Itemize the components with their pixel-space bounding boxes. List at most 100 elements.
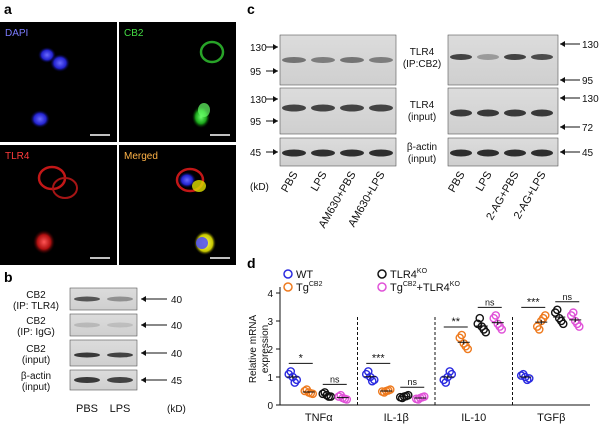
marker-value-b-2: 40 bbox=[171, 349, 183, 360]
lane-label-c-left-1: LPS bbox=[309, 170, 330, 194]
band-b-1-1 bbox=[107, 322, 133, 328]
legend-label-0: WT bbox=[296, 269, 313, 281]
marker-arrow-c-left-0-1 bbox=[266, 68, 278, 74]
marker-arrow-b-3 bbox=[141, 377, 167, 383]
blot-b-row-1 bbox=[69, 313, 138, 337]
legend-label-2: TgCB2 bbox=[296, 281, 323, 294]
point-TgCB2-0-4 bbox=[306, 388, 316, 398]
lane-label-c-right-0: PBS bbox=[446, 170, 467, 195]
y-axis-label: Relative mRNAexpression bbox=[248, 315, 271, 384]
band-c-right-1-1 bbox=[477, 109, 499, 117]
tile-label-merged: Merged bbox=[124, 151, 158, 162]
tile-label-tlr4: TLR4 bbox=[5, 151, 30, 162]
micrograph-cb2: CB2 bbox=[119, 22, 236, 142]
marker-value-c-right-2-0: 45 bbox=[582, 148, 594, 159]
band-b-0-0 bbox=[74, 296, 100, 302]
point-TgCB2-1-3 bbox=[379, 388, 389, 397]
band-c-left-1-0 bbox=[282, 104, 306, 112]
band-b-1-0 bbox=[74, 322, 100, 328]
marker-value-c-right-0-0: 130 bbox=[582, 40, 599, 51]
sig-label: ns bbox=[562, 292, 572, 302]
marker-value-c-left-1-0: 130 bbox=[250, 95, 267, 106]
point-WT-3-3 bbox=[518, 369, 528, 379]
y-tick-label: 4 bbox=[267, 289, 273, 300]
marker-value-c-right-0-1: 95 bbox=[582, 76, 594, 87]
marker-value-b-0: 40 bbox=[171, 295, 183, 306]
marker-arrow-c-left-1-0 bbox=[266, 96, 278, 102]
band-c-left-1-3 bbox=[369, 104, 393, 112]
panel-c: c 130 95 130 95 45 130 95 130 72 45 TLR4 (IP:CB2) TL… bbox=[247, 1, 599, 230]
point-TgCB2+TLR4KO-2-3 bbox=[491, 311, 501, 320]
row-label-c-0: TLR4 (IP:CB2) bbox=[403, 47, 441, 70]
sig-label: ns bbox=[485, 297, 495, 307]
band-b-3-0 bbox=[74, 377, 100, 383]
point-TLR4KO-0-4 bbox=[324, 392, 334, 401]
band-c-right-0-2 bbox=[504, 54, 526, 60]
micrograph-merged: Merged bbox=[119, 145, 236, 265]
row-label-c-1: TLR4 (input) bbox=[408, 100, 436, 123]
row-label-c-2: β-actin (input) bbox=[407, 142, 437, 165]
row-label-b-0: CB2 (IP: TLR4) bbox=[13, 290, 59, 312]
marker-arrow-b-2 bbox=[141, 350, 167, 356]
marker-arrow-b-1 bbox=[141, 322, 167, 328]
lane-label-b-0: PBS bbox=[76, 403, 98, 415]
x-tick-label-0: TNFα bbox=[305, 412, 333, 424]
marker-value-b-3: 45 bbox=[171, 376, 183, 387]
tile-label-cb2: CB2 bbox=[124, 28, 144, 39]
band-c-right-2-3 bbox=[531, 149, 553, 157]
lane-label-c-left-0: PBS bbox=[279, 170, 300, 195]
point-WT-1-2 bbox=[369, 375, 379, 385]
marker-value-c-right-1-0: 130 bbox=[582, 94, 599, 105]
band-c-right-0-0 bbox=[450, 54, 472, 60]
marker-arrow-c-left-1-1 bbox=[266, 118, 278, 124]
marker-value-c-left-2-0: 45 bbox=[250, 148, 262, 159]
point-WT-2-3 bbox=[441, 378, 451, 387]
band-c-left-0-0 bbox=[282, 57, 306, 63]
point-TLR4KO-1-3 bbox=[397, 393, 407, 403]
panel-b: b CB2 (IP: TLR4) 40 CB2 (IP: IgG) 40 CB2 (input… bbox=[4, 269, 186, 415]
unit-b: (kD) bbox=[167, 404, 186, 415]
point-WT-0-3 bbox=[286, 367, 296, 376]
band-c-right-1-2 bbox=[504, 109, 526, 117]
band-c-right-2-2 bbox=[504, 149, 526, 157]
band-b-3-1 bbox=[107, 377, 133, 383]
blot-b-row-3 bbox=[69, 369, 138, 391]
point-TgCB2-2-3 bbox=[457, 330, 467, 340]
legend-marker-3 bbox=[377, 282, 387, 292]
micrograph-dapi: DAPI bbox=[0, 22, 117, 142]
band-b-2-1 bbox=[107, 352, 133, 358]
band-c-right-1-3 bbox=[531, 109, 553, 117]
point-WT-1-3 bbox=[363, 367, 373, 376]
row-label-b-3: β-actin (input) bbox=[21, 371, 51, 393]
band-c-right-2-1 bbox=[477, 149, 499, 157]
band-c-left-2-0 bbox=[282, 149, 306, 157]
legend-label-1: TLR4KO bbox=[390, 268, 428, 281]
y-tick-label: 0 bbox=[267, 401, 273, 412]
point-TgCB2-3-3 bbox=[534, 325, 544, 334]
point-TLR4KO-1-4 bbox=[401, 391, 411, 401]
panel-a: a DAPI CB2 TLR4 bbox=[0, 1, 236, 265]
marker-arrow-c-right-0-1 bbox=[560, 77, 580, 83]
point-WT-3-1 bbox=[516, 371, 526, 380]
sig-label: * bbox=[299, 352, 304, 364]
x-tick-label-2: IL-10 bbox=[461, 412, 486, 424]
sig-label: *** bbox=[527, 296, 541, 308]
lane-label-c-right-1: LPS bbox=[474, 170, 495, 194]
marker-value-c-left-0-1: 95 bbox=[250, 67, 262, 78]
band-c-right-0-1 bbox=[477, 54, 499, 60]
point-TgCB2-1-4 bbox=[383, 386, 393, 395]
legend-marker-2 bbox=[283, 282, 293, 292]
blot-b-row-0 bbox=[69, 287, 138, 311]
marker-arrow-c-right-1-1 bbox=[560, 124, 580, 130]
legend-marker-1 bbox=[377, 269, 387, 279]
band-c-left-0-2 bbox=[340, 57, 364, 63]
band-b-2-0 bbox=[74, 352, 100, 358]
panel-letter-c: c bbox=[247, 1, 255, 17]
sig-label: ns bbox=[407, 377, 417, 387]
sig-label: ** bbox=[451, 316, 460, 328]
marker-arrow-c-left-0-0 bbox=[266, 44, 278, 50]
micrograph-tlr4: TLR4 bbox=[0, 145, 117, 265]
band-c-left-1-2 bbox=[340, 104, 364, 112]
lane-label-b-1: LPS bbox=[110, 403, 131, 415]
